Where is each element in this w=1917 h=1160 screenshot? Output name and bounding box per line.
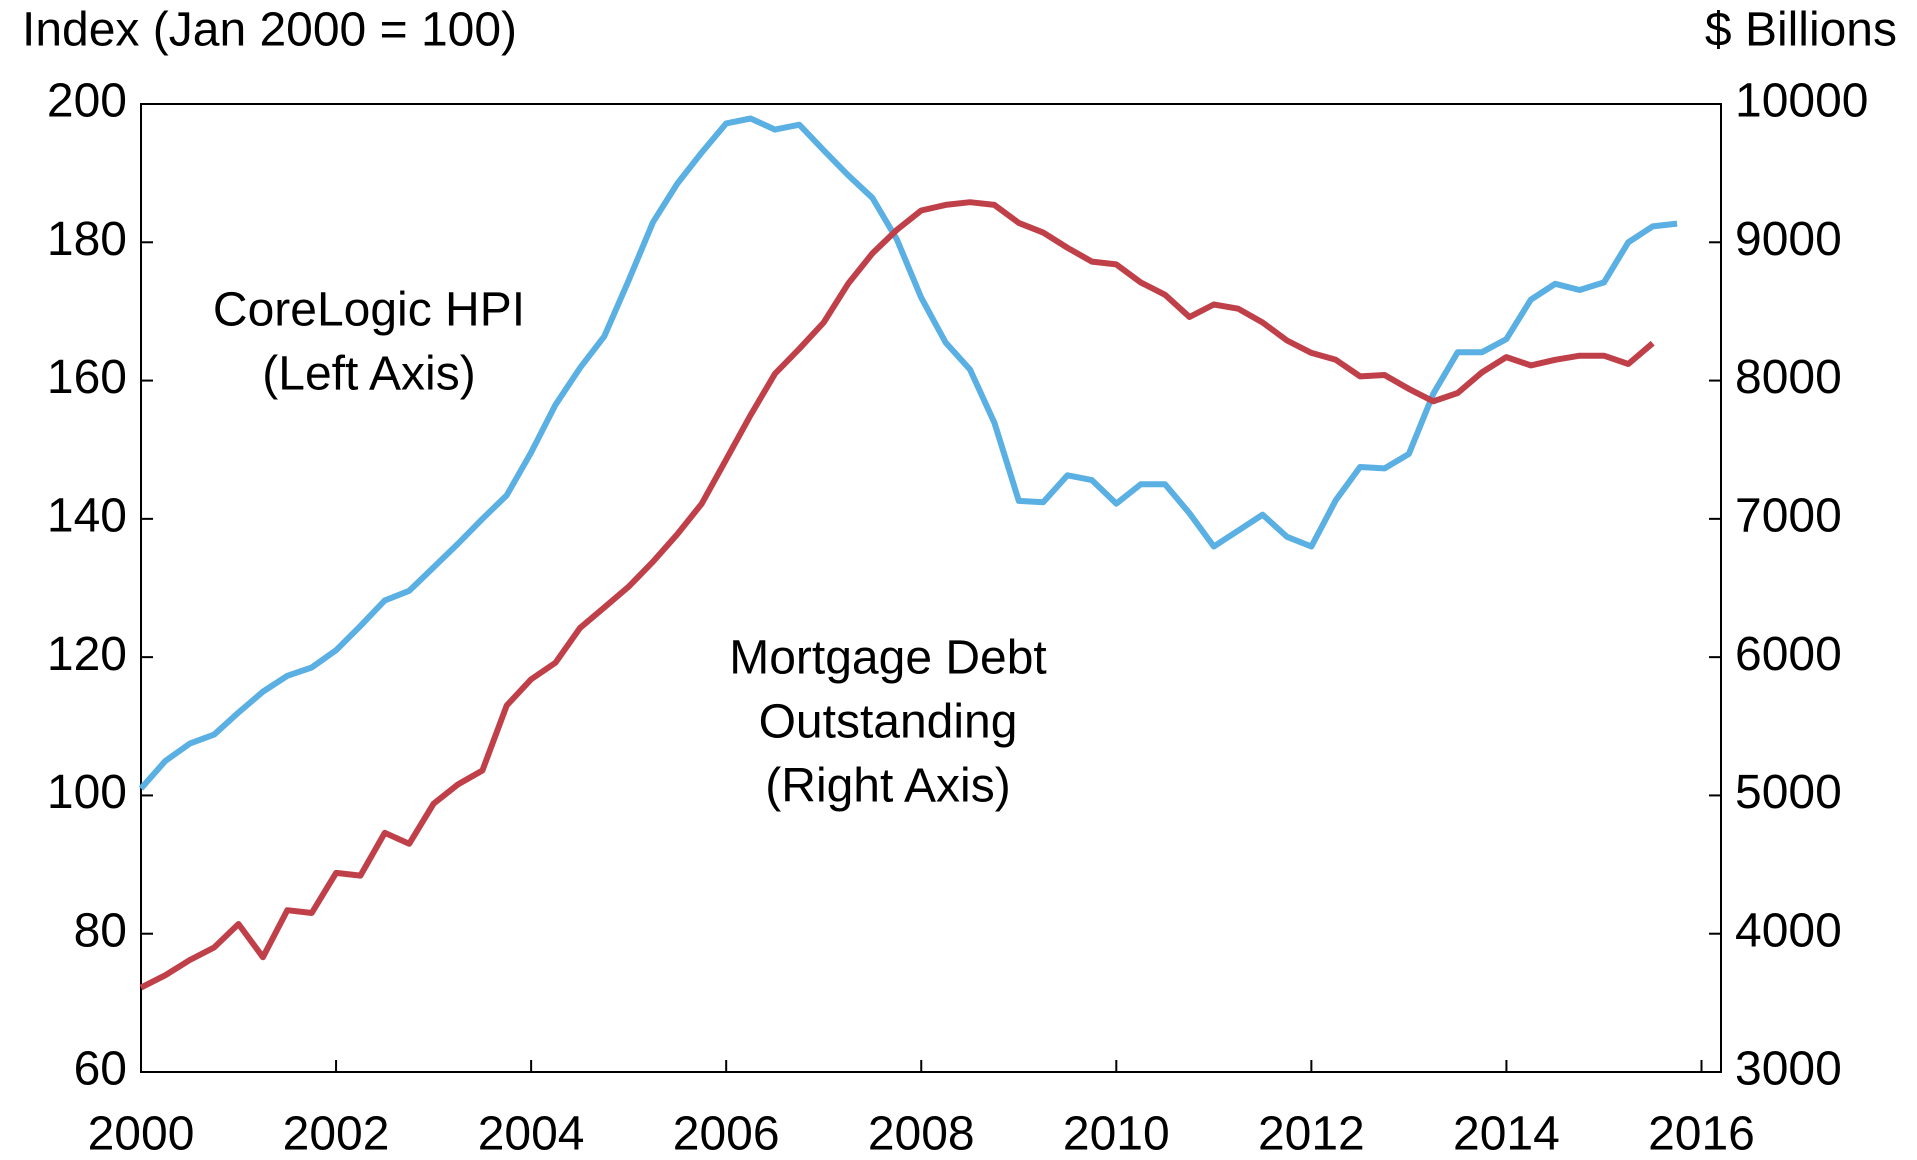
annotation: Mortgage Debt	[729, 632, 1047, 685]
y-tick-label: 140	[47, 490, 127, 543]
y2-tick-label: 8000	[1735, 351, 1842, 404]
x-tick-label: 2010	[1063, 1108, 1170, 1160]
y2-tick-label: 7000	[1735, 490, 1842, 543]
y2-tick-label: 10000	[1735, 75, 1868, 128]
x-tick-label: 2016	[1648, 1108, 1755, 1160]
y2-tick-label: 9000	[1735, 213, 1842, 266]
plot-frame	[140, 103, 1722, 1073]
x-tick-label: 2006	[673, 1108, 780, 1160]
y-tick-label: 160	[47, 351, 127, 404]
y2-tick-label: 4000	[1735, 904, 1842, 957]
x-tick-label: 2002	[283, 1108, 390, 1160]
y2-tick-label: 6000	[1735, 628, 1842, 681]
y-tick-label: 60	[74, 1043, 127, 1096]
y2-tick-label: 5000	[1735, 766, 1842, 819]
x-tick-label: 2012	[1258, 1108, 1365, 1160]
series-line	[139, 199, 1655, 991]
y2-axis-title: $ Billions	[1705, 4, 1897, 57]
annotation: (Right Axis)	[765, 760, 1010, 813]
annotation: (Left Axis)	[262, 348, 475, 401]
y2-tick-label: 3000	[1735, 1043, 1842, 1096]
series-line	[138, 115, 1678, 791]
x-tick-label: 2008	[868, 1108, 975, 1160]
annotation: CoreLogic HPI	[213, 284, 525, 337]
y-tick-label: 100	[47, 766, 127, 819]
y-axis-title: Index (Jan 2000 = 100)	[22, 4, 517, 57]
x-tick-label: 2000	[88, 1108, 195, 1160]
y-tick-label: 200	[47, 75, 127, 128]
x-tick-label: 2004	[478, 1108, 585, 1160]
annotation: Outstanding	[759, 696, 1018, 749]
x-tick-label: 2014	[1453, 1108, 1560, 1160]
y-tick-label: 180	[47, 213, 127, 266]
y-tick-label: 80	[74, 904, 127, 957]
y-tick-label: 120	[47, 628, 127, 681]
